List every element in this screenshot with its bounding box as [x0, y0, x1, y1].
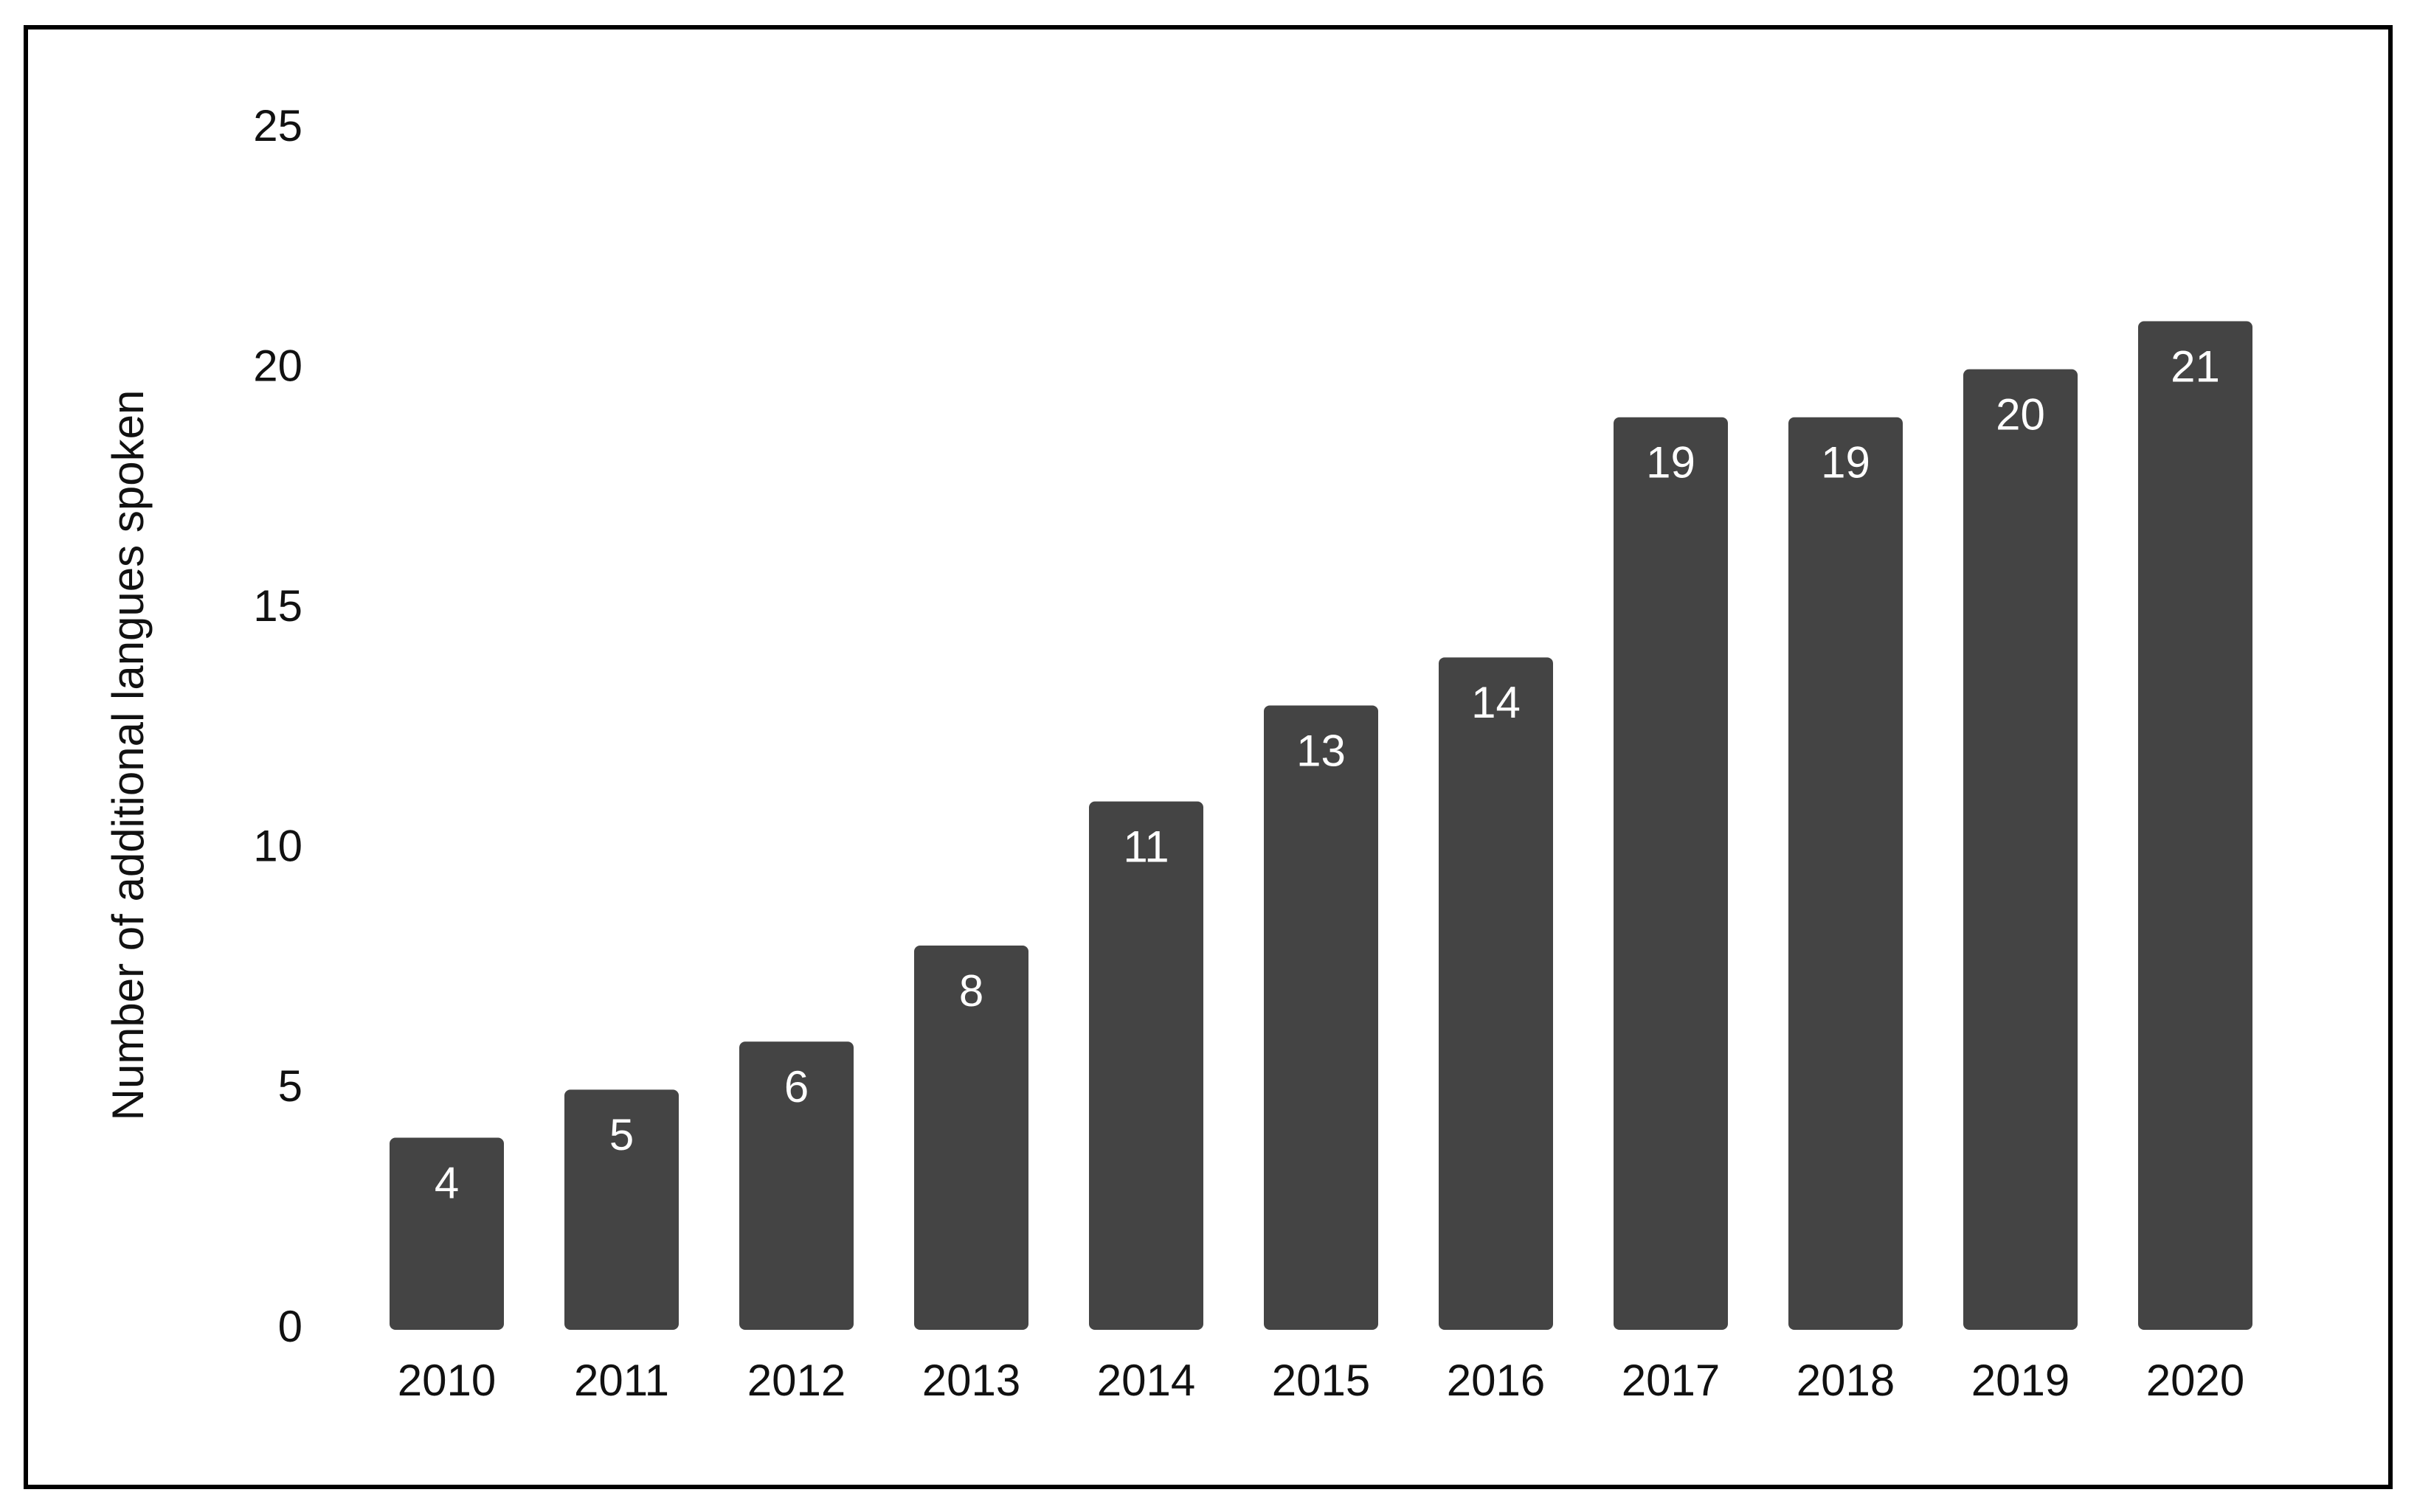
bar: [739, 1041, 854, 1330]
y-tick-label: 20: [253, 341, 302, 390]
x-tick-label: 2012: [747, 1356, 846, 1405]
bar: [1788, 417, 1903, 1330]
chart-border: [24, 25, 2393, 1489]
value-label: 6: [784, 1062, 809, 1112]
bar: [390, 1137, 504, 1330]
x-tick-label: 2020: [2146, 1356, 2244, 1405]
x-tick-label: 2015: [1272, 1356, 1370, 1405]
x-tick-label: 2016: [1447, 1356, 1545, 1405]
bar: [1614, 417, 1728, 1330]
bar: [1963, 369, 2078, 1331]
bar: [914, 946, 1028, 1330]
x-tick-label: 2011: [574, 1356, 669, 1405]
bar: [2138, 321, 2252, 1331]
value-label: 19: [1821, 438, 1870, 488]
value-label: 13: [1296, 726, 1346, 775]
x-tick-label: 2017: [1622, 1356, 1720, 1405]
x-tick-label: 2010: [398, 1356, 496, 1405]
value-label: 4: [435, 1158, 459, 1207]
value-label: 8: [959, 966, 983, 1016]
bar: [1264, 705, 1378, 1330]
bar: [564, 1089, 679, 1330]
value-label: 20: [1996, 389, 2045, 439]
value-label: 19: [1646, 438, 1695, 488]
value-label: 14: [1471, 678, 1521, 727]
y-tick-label: 5: [278, 1061, 302, 1111]
y-tick-label: 25: [253, 101, 302, 150]
y-tick-label: 0: [278, 1302, 302, 1351]
x-tick-label: 2019: [1971, 1356, 2070, 1405]
value-label: 5: [609, 1110, 634, 1159]
x-tick-label: 2018: [1797, 1356, 1895, 1405]
y-tick-label: 10: [253, 822, 302, 871]
value-label: 21: [2171, 341, 2220, 391]
x-tick-label: 2014: [1097, 1356, 1195, 1405]
y-tick-label: 15: [253, 581, 302, 631]
bar: [1439, 657, 1553, 1330]
x-tick-label: 2013: [922, 1356, 1020, 1405]
y-axis-label: Number of additional langues spoken: [103, 390, 153, 1121]
value-label: 11: [1123, 822, 1169, 872]
bar: [1089, 801, 1203, 1330]
